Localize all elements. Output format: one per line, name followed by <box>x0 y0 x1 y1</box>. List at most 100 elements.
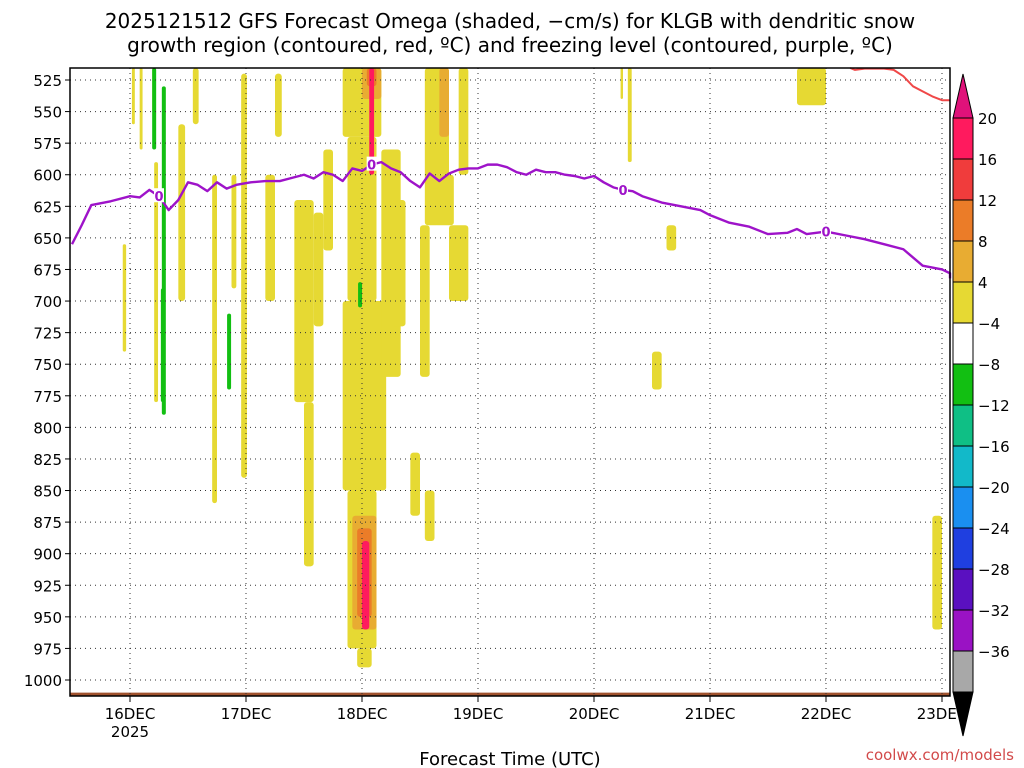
colorbar-bottom-arrow <box>952 691 974 737</box>
colorbar-segment <box>952 527 974 570</box>
colorbar-segment <box>952 117 974 160</box>
freezing-level-label: 0 <box>618 184 627 199</box>
omega-region--8 <box>152 68 157 150</box>
omega-region-4 <box>458 68 469 175</box>
y-tick-label-675: 675 <box>33 261 62 279</box>
y-tick-label-575: 575 <box>33 135 62 153</box>
omega-region-4 <box>666 225 677 251</box>
omega-region-4 <box>313 212 324 327</box>
x-tick-label-16DEC: 16DEC <box>105 705 156 723</box>
colorbar-segment <box>952 404 974 447</box>
colorbar-segment <box>952 650 974 693</box>
colorbar-segment <box>952 568 974 611</box>
omega-region-4 <box>391 200 406 327</box>
y-tick-label-600: 600 <box>33 167 62 185</box>
y-tick-label-900: 900 <box>33 546 62 564</box>
credit-text: coolwx.com/models <box>866 746 1014 764</box>
omega-region-4 <box>323 149 333 251</box>
plot-frame <box>69 67 951 697</box>
colorbar-segment <box>952 609 974 652</box>
colorbar-label-2: 12 <box>978 192 997 210</box>
freezing-level-label: 0 <box>367 159 376 174</box>
x-tick-sublabel: 2025 <box>111 723 149 741</box>
omega-region-4 <box>241 73 247 478</box>
omega-region--8 <box>227 313 232 390</box>
y-tick-label-725: 725 <box>33 325 62 343</box>
colorbar-label-1: 16 <box>978 151 997 169</box>
freezing-label-bg <box>154 188 164 203</box>
colorbar-label-10: −24 <box>978 520 1010 538</box>
freezing-level-label: 0 <box>154 190 163 205</box>
omega-region-4 <box>797 68 826 106</box>
omega-region-4 <box>154 162 159 403</box>
chart-title-line-2: growth region (contoured, red, ºC) and f… <box>127 33 893 57</box>
y-axis: 525 550 575 600 625 650 675 700 725 750 775 800 825 8… <box>24 72 70 690</box>
colorbar-segment <box>952 322 974 365</box>
colorbar-segment <box>952 240 974 283</box>
terrain-surface <box>70 692 950 696</box>
omega-region-4 <box>449 225 469 302</box>
freezing-label-bg <box>618 181 628 196</box>
colorbar-segment <box>952 281 974 324</box>
plot-area: 0 0 0 0 <box>69 67 952 697</box>
x-axis-label: Forecast Time (UTC) <box>419 749 600 768</box>
freezing-label-bg <box>821 223 831 238</box>
omega-region-4 <box>342 301 387 491</box>
x-tick-label-18DEC: 18DEC <box>337 705 388 723</box>
grid-lines <box>70 68 950 696</box>
omega-region--8 <box>160 288 165 403</box>
y-tick-label-625: 625 <box>33 198 62 216</box>
y-tick-label-550: 550 <box>33 104 62 122</box>
y-tick-label-975: 975 <box>33 640 62 658</box>
colorbar-segment <box>952 363 974 406</box>
omega-region-4 <box>424 490 435 542</box>
freezing-label-bg <box>366 156 377 171</box>
x-tick-label-19DEC: 19DEC <box>453 705 504 723</box>
colorbar: 20 16 12 8 4 −4 −8 −12 −16 −20 −24 −28 −32 −36 <box>952 73 1010 737</box>
omega-region-4 <box>357 648 372 668</box>
x-tick-label-17DEC: 17DEC <box>221 705 272 723</box>
omega-region-20 <box>369 68 375 175</box>
colorbar-label-6: −8 <box>978 356 1000 374</box>
omega-region-4 <box>139 68 143 150</box>
y-tick-label-700: 700 <box>33 293 62 311</box>
colorbar-label-12: −32 <box>978 602 1010 620</box>
colorbar-label-8: −16 <box>978 438 1010 456</box>
y-tick-label-525: 525 <box>33 72 62 90</box>
terrain-fill <box>70 692 950 696</box>
omega-region-4 <box>294 200 314 403</box>
colorbar-label-9: −20 <box>978 479 1010 497</box>
omega-region-4 <box>122 244 127 352</box>
colorbar-label-11: −28 <box>978 561 1010 579</box>
colorbar-label-7: −12 <box>978 397 1010 415</box>
omega-region-4 <box>231 174 237 289</box>
omega-region-4 <box>620 68 623 99</box>
freezing-level-label: 0 <box>821 226 830 241</box>
omega-region-4 <box>627 68 632 163</box>
y-tick-label-875: 875 <box>33 514 62 532</box>
plot-background <box>70 68 950 696</box>
y-tick-label-825: 825 <box>33 451 62 469</box>
colorbar-label-13: −36 <box>978 643 1010 661</box>
contours: 0 0 0 0 <box>70 67 952 279</box>
omega-region-4 <box>275 73 282 137</box>
y-tick-label-750: 750 <box>33 356 62 374</box>
colorbar-label-0: 20 <box>978 110 997 128</box>
colorbar-label-4: 4 <box>978 274 988 292</box>
colorbar-segment <box>952 445 974 488</box>
omega-region-4 <box>420 225 430 377</box>
omega-region-8 <box>439 68 449 137</box>
omega-region-4 <box>212 174 217 504</box>
colorbar-label-5: −4 <box>978 315 1000 333</box>
colorbar-segment <box>952 158 974 201</box>
omega-region-4 <box>192 68 199 125</box>
omega-region--8 <box>358 282 363 308</box>
x-tick-label-23DEC: 23DEC <box>917 705 968 723</box>
y-tick-label-925: 925 <box>33 577 62 595</box>
colorbar-segment <box>952 486 974 529</box>
y-tick-label-800: 800 <box>33 419 62 437</box>
y-tick-label-950: 950 <box>33 609 62 627</box>
colorbar-label-3: 8 <box>978 233 988 251</box>
chart-title-line-1: 2025121512 GFS Forecast Omega (shaded, −… <box>105 9 915 33</box>
